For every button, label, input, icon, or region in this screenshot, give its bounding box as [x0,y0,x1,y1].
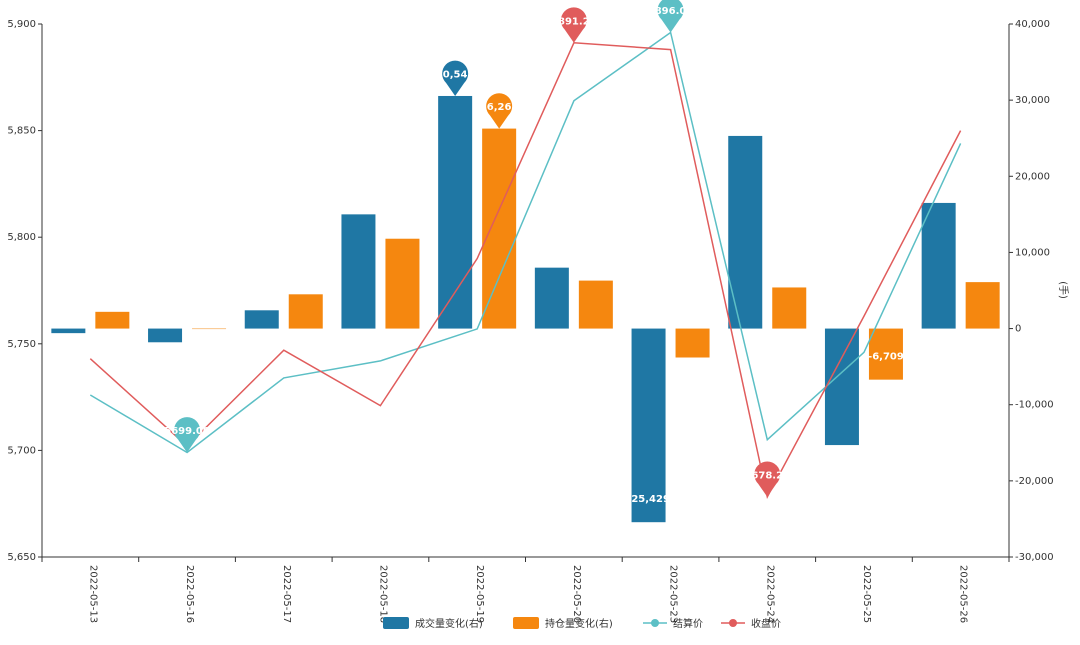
y-right-tick-label: -30,000 [1015,552,1054,563]
pin-label: 5699.00 [164,426,210,437]
bar [438,95,473,329]
legend-label: 结算价 [673,617,703,630]
y-right-tick-label: 0 [1015,324,1021,335]
bar [772,287,807,329]
pin-marker [754,461,781,497]
y-right-tick-label: 10,000 [1015,247,1050,258]
pin-label: 5891.20 [551,16,597,27]
bar [824,328,859,446]
pin-label: 30,547 [436,69,475,80]
bar [534,267,569,329]
legend-label: 持仓量变化(右) [545,617,613,630]
series-line [89,31,962,454]
pin-marker [560,7,587,43]
x-tick-label: 2022-05-20 [571,565,582,623]
x-tick-label: 2022-05-17 [281,565,292,623]
bar [965,282,1000,329]
bar [51,328,86,334]
pins-group: 30,547 26,263 5699.00 5896.00 5891.20 5678.20 [164,0,790,497]
legend-marker [729,619,737,627]
legend-label: 收盘价 [751,617,781,630]
y-left-tick-label: 5,750 [7,339,36,350]
bar [148,328,183,343]
bar [921,202,956,329]
bar [288,294,323,329]
pin-label: 5678.20 [744,470,790,481]
bar [244,310,279,329]
x-tick-label: 2022-05-23 [668,565,679,623]
bar [192,328,227,330]
bar [95,311,130,329]
x-tick-label: 2022-05-18 [377,565,388,623]
legend-marker [651,619,659,627]
pin-marker [657,0,684,33]
legend-label: 成交量变化(右) [415,617,483,630]
bars-group: -25,429 -6,709 [51,95,1000,523]
y-right-tick-label: 40,000 [1015,19,1050,30]
bar [868,328,903,380]
bar [341,214,376,329]
legend-swatch [383,617,409,629]
y-left-tick-label: 5,650 [7,552,36,563]
pin-marker [442,60,469,96]
bar [385,238,420,329]
y-left-tick-label: 5,700 [7,445,36,456]
bar-data-label: -25,429 [627,494,670,505]
bar-data-label: -6,709 [868,352,904,363]
legend-swatch [513,617,539,629]
y-right-axis-title: (手) [1057,281,1070,299]
legend[interactable]: 成交量变化(右) 持仓量变化(右) 结算价 收盘价 [383,617,781,630]
bar [482,128,517,329]
x-tick-label: 2022-05-19 [474,565,485,623]
y-right-tick-label: -10,000 [1015,400,1054,411]
y-left-tick-label: 5,800 [7,232,36,243]
axes-group: 5,650 5,700 5,750 5,800 5,850 5,900 -30,000 -20… [7,19,1070,623]
x-tick-label: 2022-05-16 [184,565,195,623]
y-left-tick-label: 5,900 [7,19,36,30]
lines-group [89,31,962,500]
y-right-tick-label: 30,000 [1015,95,1050,106]
bar [578,280,613,329]
y-left-tick-label: 5,850 [7,126,36,137]
x-tick-label: 2022-05-25 [861,565,872,623]
x-tick-label: 2022-05-26 [958,565,969,623]
pin-marker [174,417,201,453]
x-tick-label: 2022-05-24 [764,565,775,623]
pin-marker [486,93,513,129]
series-line [89,42,962,500]
y-right-tick-label: -20,000 [1015,476,1054,487]
pin-label: 5896.00 [648,6,694,17]
y-right-tick-label: 20,000 [1015,171,1050,182]
x-tick-label: 2022-05-13 [87,565,98,623]
bar [631,328,666,523]
bar [675,328,710,358]
pin-label: 26,263 [480,102,519,113]
